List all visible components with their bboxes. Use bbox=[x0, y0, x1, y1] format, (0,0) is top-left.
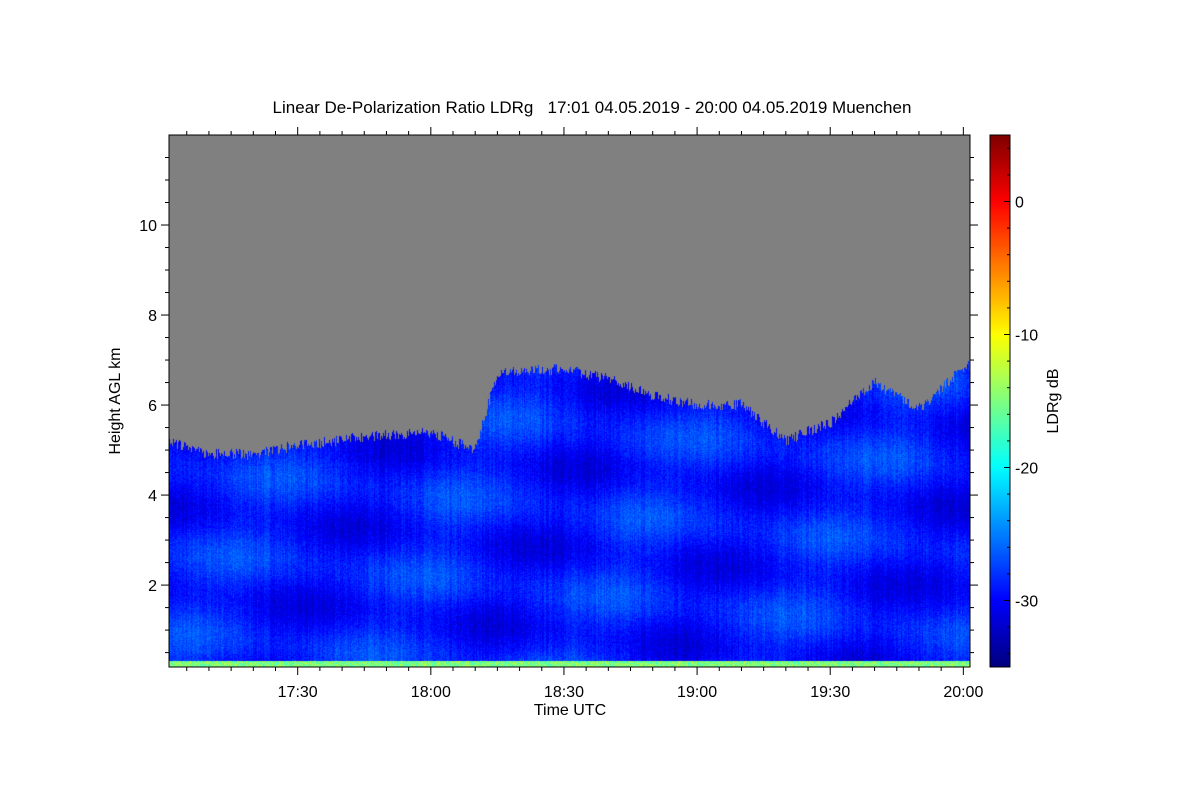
colorbar-tick-label: -10 bbox=[1015, 328, 1038, 345]
y-tick-label: 4 bbox=[148, 488, 157, 505]
y-tick-label: 8 bbox=[148, 308, 157, 325]
colorbar-label: LDRg dB bbox=[1045, 369, 1062, 434]
y-tick-label: 6 bbox=[148, 398, 157, 415]
heatmap bbox=[169, 135, 970, 667]
x-tick-label: 19:30 bbox=[810, 684, 850, 701]
colorbar-tick-label: -30 bbox=[1015, 594, 1038, 611]
x-tick-label: 18:30 bbox=[544, 684, 584, 701]
colorbar-tick-label: -20 bbox=[1015, 461, 1038, 478]
colorbar-frame bbox=[989, 134, 1011, 668]
x-tick-label: 18:00 bbox=[411, 684, 451, 701]
colorbar bbox=[990, 135, 1010, 667]
chart-title: Linear De-Polarization Ratio LDRg 17:01 … bbox=[272, 98, 912, 117]
x-tick-label: 19:00 bbox=[677, 684, 717, 701]
plot-frame bbox=[168, 134, 971, 668]
x-tick-label: 17:30 bbox=[278, 684, 318, 701]
y-tick-label: 10 bbox=[139, 218, 157, 235]
x-tick-label: 20:00 bbox=[943, 684, 983, 701]
x-axis-label: Time UTC bbox=[534, 702, 606, 719]
y-axis-label: Height AGL km bbox=[107, 347, 124, 454]
y-tick-label: 2 bbox=[148, 578, 157, 595]
colorbar-tick-label: 0 bbox=[1015, 195, 1024, 212]
